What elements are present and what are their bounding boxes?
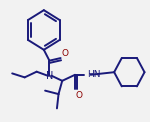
Text: HN: HN	[87, 70, 100, 79]
Text: N: N	[46, 71, 53, 81]
Text: O: O	[61, 49, 68, 58]
Text: O: O	[76, 91, 83, 100]
